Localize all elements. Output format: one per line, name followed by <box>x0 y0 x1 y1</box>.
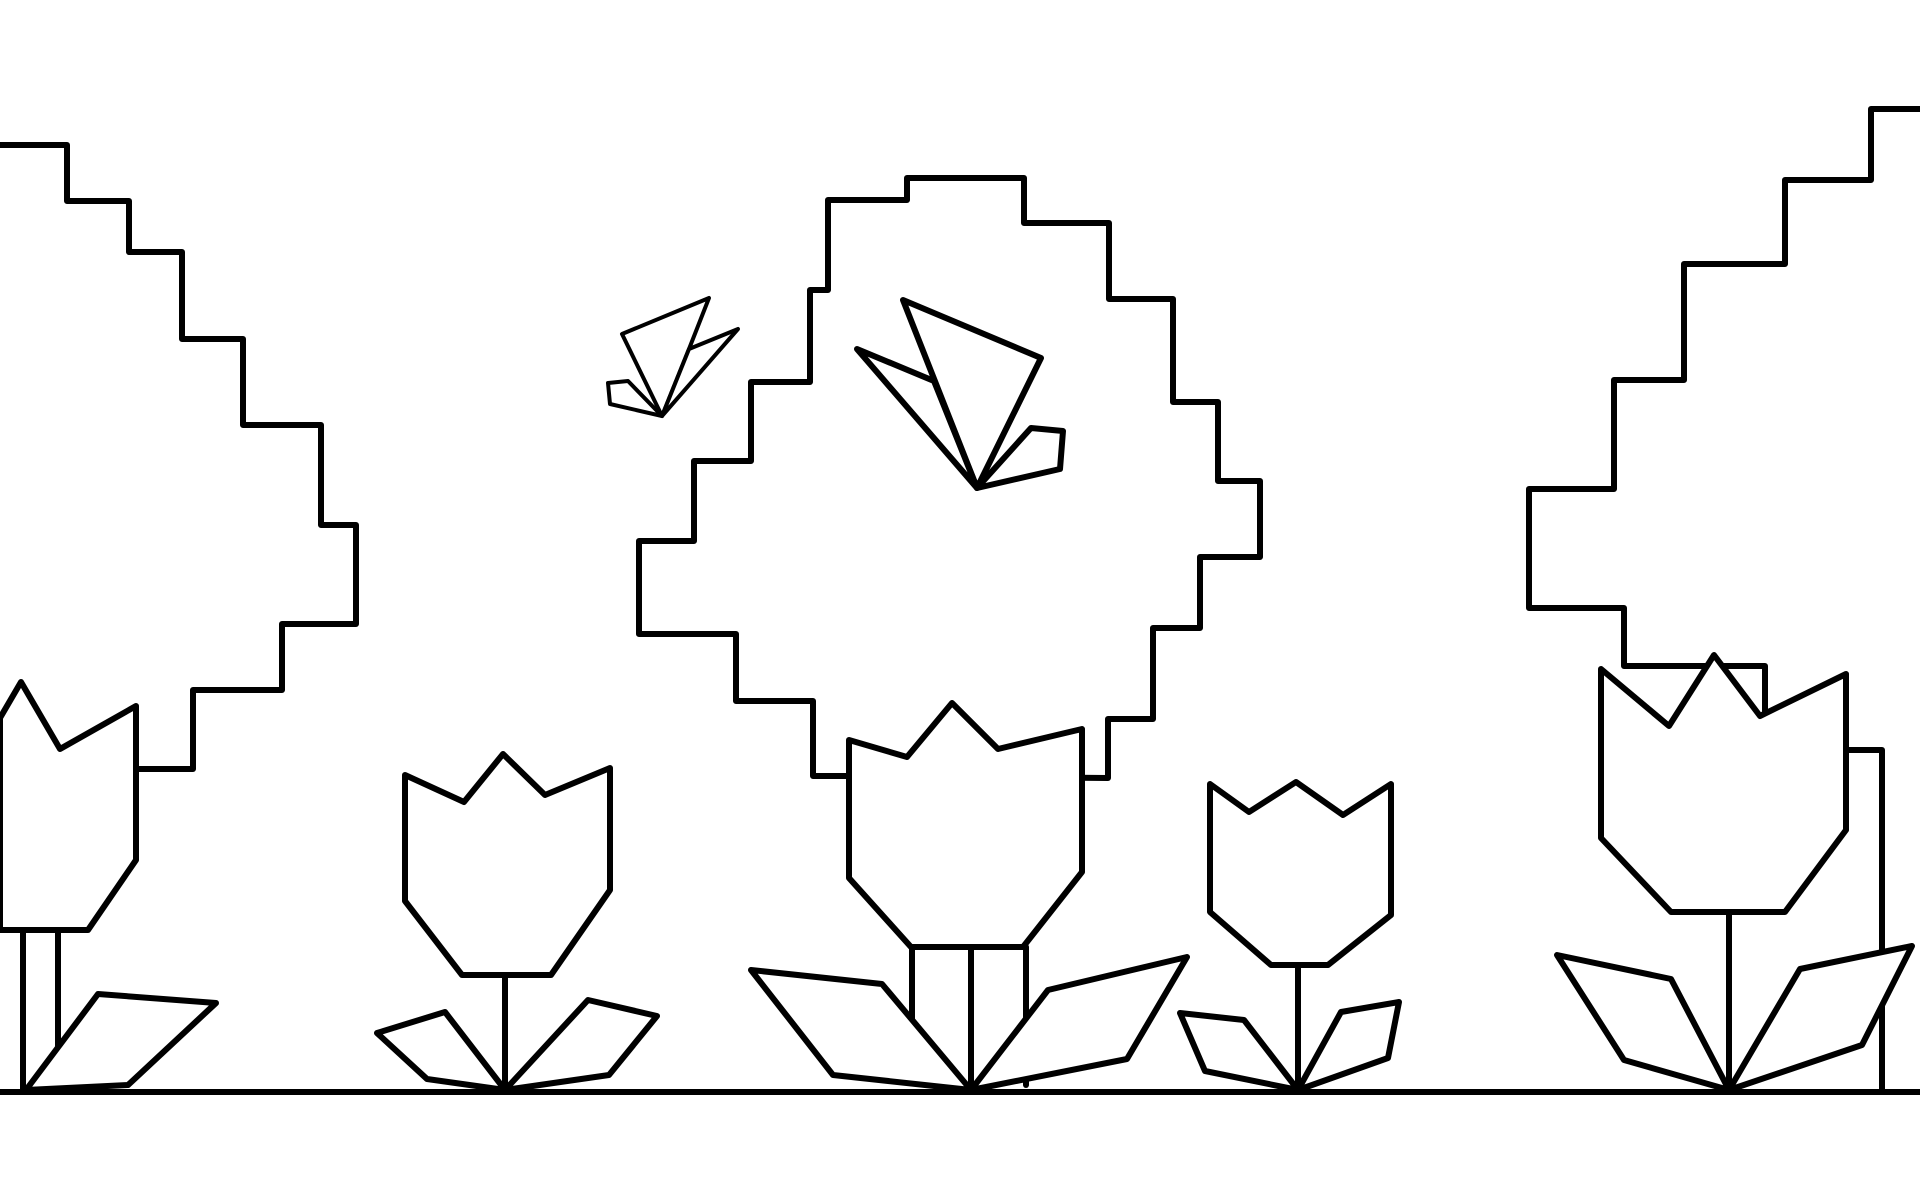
butterfly-large-wing-lower <box>974 425 1066 491</box>
butterfly-large <box>854 297 1066 491</box>
tulip-1 <box>0 679 219 1095</box>
tulip-3-leaf-right <box>968 954 1190 1093</box>
tulip-4-leaf-left <box>1177 1010 1301 1093</box>
tree-middle-outline <box>636 175 1263 781</box>
tree-right <box>1526 106 1920 1095</box>
tulip-3-leaf-left <box>748 967 974 1093</box>
butterfly-small-wing-right <box>660 327 740 418</box>
tulip-5-leaf-right <box>1726 943 1915 1093</box>
tulip-3 <box>748 700 1190 1095</box>
tree-right-outline <box>1526 106 1920 1095</box>
tulip-3-flower <box>846 700 1085 950</box>
tulip-2-flower <box>402 751 613 978</box>
tulip-2 <box>374 751 660 1095</box>
tree-middle <box>636 175 1263 781</box>
tulip-5 <box>1554 652 1915 1095</box>
tree-left-outline <box>0 142 359 778</box>
tulip-2-leaf-right <box>502 997 660 1093</box>
tulip-4-leaf-right <box>1295 999 1402 1093</box>
tulip-1-leaf-right <box>23 991 219 1093</box>
butterfly-small-wing-lower <box>606 379 664 418</box>
tulip-1-flower <box>0 679 139 933</box>
tulip-2-leaf-left <box>374 1009 508 1093</box>
butterfly-small <box>606 296 740 418</box>
tulip-5-flower <box>1598 652 1849 915</box>
butterfly-large-wing-left <box>854 346 980 491</box>
tulip-4-flower <box>1207 779 1394 968</box>
tulip-5-leaf-left <box>1554 952 1732 1093</box>
tulip-4 <box>1177 779 1402 1095</box>
tree-left <box>0 142 359 778</box>
